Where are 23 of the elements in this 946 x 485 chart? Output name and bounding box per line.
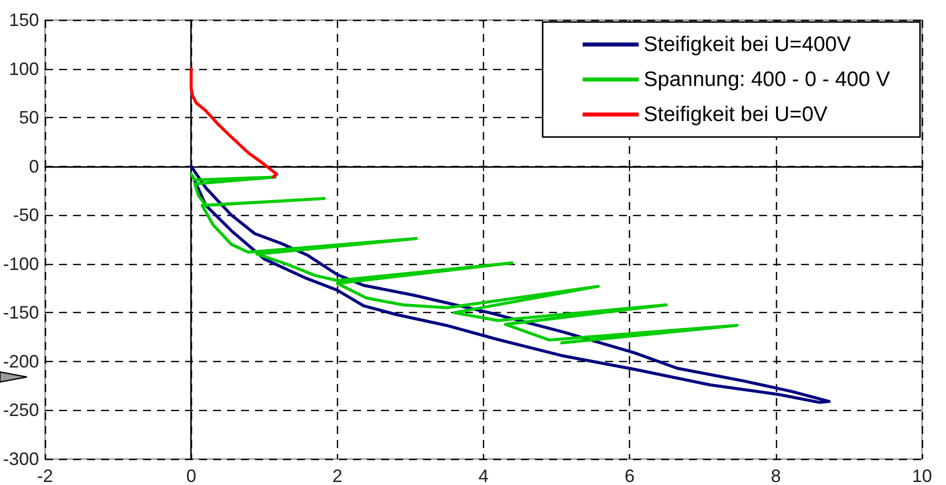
y-tick-label: -200 <box>2 351 40 372</box>
legend-label: Steifigkeit bei U=400V <box>644 33 851 56</box>
y-tick-label: -250 <box>2 400 40 420</box>
x-tick-label: 2 <box>332 466 342 485</box>
line-series <box>190 67 278 179</box>
line-series <box>190 172 739 344</box>
legend-label: Spannung: 400 - 0 - 400 V <box>644 68 890 91</box>
x-tick-label: -2 <box>37 466 54 485</box>
x-tick-label: 10 <box>912 466 932 485</box>
y-tick-label: 150 <box>8 10 40 30</box>
y-tick-label: -100 <box>2 254 40 274</box>
y-tick-label: 50 <box>18 108 40 128</box>
y-tick-label: -300 <box>2 449 40 469</box>
y-tick-label: 100 <box>8 58 40 79</box>
x-tick-label: 0 <box>186 466 196 485</box>
x-tick-label: 8 <box>770 466 781 485</box>
legend-label: Steifigkeit bei U=0V <box>644 103 828 126</box>
x-tick-label: 4 <box>478 466 489 485</box>
y-tick-label: -50 <box>13 205 40 226</box>
y-tick-label: 0 <box>29 156 40 176</box>
x-tick-label: 6 <box>624 466 635 485</box>
line-series <box>190 164 831 404</box>
y-tick-label: -150 <box>2 302 40 323</box>
